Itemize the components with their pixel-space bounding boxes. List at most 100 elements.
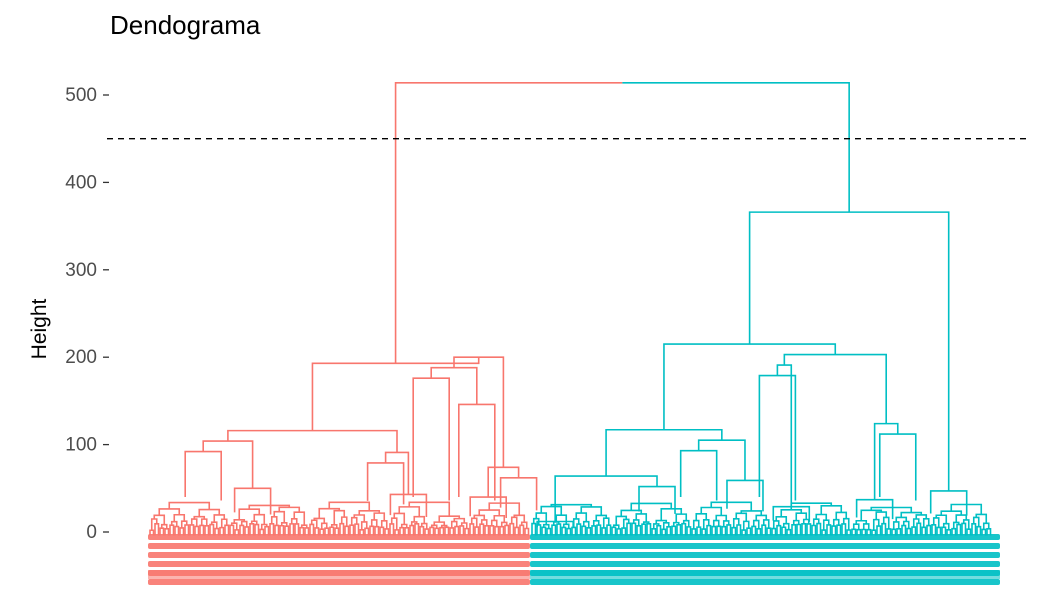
merge: [230, 522, 238, 530]
leaf-merge: [489, 525, 495, 536]
merge: [783, 353, 887, 424]
leaf-merge: [801, 523, 807, 536]
merge: [393, 512, 406, 525]
merge: [493, 514, 506, 523]
leaf-merge: [871, 529, 877, 536]
leaf-merge: [214, 527, 220, 536]
merge: [562, 523, 570, 529]
merge: [210, 521, 218, 529]
merge: [238, 508, 261, 520]
merge: [935, 514, 948, 524]
merge: [655, 519, 668, 524]
merge: [150, 518, 158, 531]
leaf-merge: [601, 527, 607, 536]
leaf-merge: [444, 526, 450, 536]
merge: [555, 514, 568, 525]
merge: [812, 518, 820, 526]
merge: [975, 513, 988, 524]
merge: [630, 502, 673, 511]
major-merge: [679, 449, 718, 501]
merge: [660, 507, 683, 521]
merge: [762, 519, 770, 529]
leaf-merge: [454, 525, 460, 536]
merge: [875, 511, 888, 520]
leaf-merge: [169, 524, 175, 536]
merge: [453, 356, 505, 468]
leaf-merge: [229, 524, 235, 536]
y-tick-label: 400: [65, 172, 97, 193]
leaf-merge: [189, 524, 195, 536]
leaf-merge: [249, 523, 255, 536]
leaf-label-band: [148, 543, 530, 549]
merge: [433, 521, 446, 526]
merge: [776, 364, 793, 507]
merge: [200, 518, 208, 526]
leaf-merge: [841, 523, 847, 536]
major-merge: [758, 374, 797, 501]
merge: [855, 519, 868, 525]
merge: [902, 520, 910, 529]
merge: [202, 440, 254, 489]
leaf-merge: [806, 523, 812, 536]
leaf-merge: [309, 523, 315, 536]
leaf-label-row: [530, 570, 1000, 579]
y-tick-label: 300: [65, 260, 97, 281]
leaf-merge: [736, 524, 742, 536]
leaf-merge: [469, 523, 475, 536]
merge: [330, 523, 338, 529]
leaf-merge: [474, 526, 480, 536]
dendrogram-branches: [149, 81, 992, 536]
major-merge: [638, 485, 676, 514]
merge: [542, 523, 550, 529]
merge: [488, 502, 521, 516]
leaf-merge: [651, 528, 657, 536]
merge: [732, 517, 740, 528]
merge: [602, 517, 610, 528]
merge: [675, 513, 688, 523]
leaf-merge: [536, 524, 542, 536]
merge: [410, 521, 418, 526]
leaf-merge: [726, 524, 732, 536]
major-merge: [726, 479, 764, 512]
leaf-merge: [796, 523, 802, 536]
leaf-merge: [349, 524, 355, 536]
leaf-merge: [856, 528, 862, 536]
leaf-merge: [274, 524, 280, 536]
leaf-merge: [154, 523, 160, 536]
leaf-merge: [576, 523, 582, 536]
leaf-merge: [164, 527, 170, 536]
leaf-merge: [414, 522, 420, 536]
merge: [915, 514, 928, 519]
merge: [955, 514, 968, 523]
merge: [615, 515, 628, 526]
leaf-merge: [696, 526, 702, 536]
leaf-merge: [449, 527, 455, 536]
merge: [318, 507, 341, 519]
leaf-merge: [551, 524, 557, 536]
leaf-merge: [746, 527, 752, 536]
merge: [710, 501, 753, 511]
leaf-merge: [204, 525, 210, 536]
merge: [320, 522, 328, 530]
merge: [605, 428, 723, 477]
merge: [328, 501, 371, 511]
root-branch-right: [622, 81, 850, 213]
leaf-merge: [284, 525, 290, 536]
leaf-merge: [626, 522, 632, 536]
merge: [632, 519, 640, 526]
major-merge: [412, 377, 450, 501]
cluster-1-branches: [149, 356, 538, 536]
merge: [582, 520, 590, 528]
merge: [370, 519, 378, 527]
leaf-merge: [891, 528, 897, 536]
leaf-merge: [264, 525, 270, 536]
leaf-label-band: [148, 552, 530, 558]
leaf-merge: [439, 526, 445, 536]
merge: [360, 521, 368, 530]
leaf-merge: [716, 525, 722, 536]
leaf-merge: [509, 522, 515, 536]
leaf-merge: [771, 527, 777, 536]
leaf-merge: [981, 528, 987, 536]
merge: [278, 506, 301, 513]
